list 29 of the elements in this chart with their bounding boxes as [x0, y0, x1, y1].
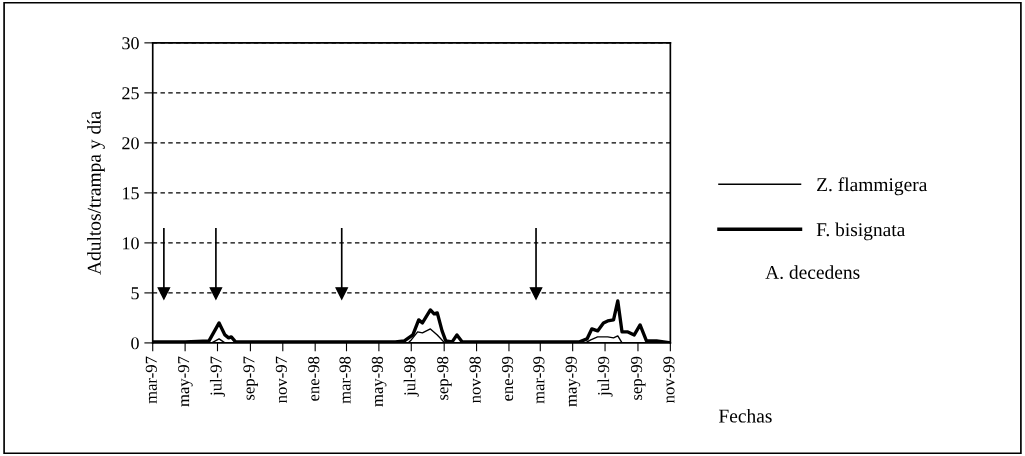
y-tick-label: 5: [131, 287, 139, 300]
x-axis-title: Fechas: [718, 408, 772, 423]
x-tick-label: sep-99: [630, 356, 646, 400]
text: A. decedens: [765, 265, 860, 280]
x-tick-label: ene-99: [501, 356, 514, 401]
y-tick-label: 10: [123, 237, 139, 250]
legend-label: F. bisignata: [816, 222, 906, 241]
x-tick-label: may-97: [178, 356, 193, 407]
x-tick-label: mar-97: [145, 356, 157, 404]
x-tick-label: nov-98: [469, 356, 481, 403]
x-tick-label: jul-98: [403, 356, 419, 397]
y-tick-label: 0: [131, 337, 139, 350]
x-tick-label: nov-99: [663, 356, 675, 403]
x-tick-label: may-99: [565, 356, 581, 407]
x-tick-label: sep-97: [243, 356, 258, 400]
x-tick-label: may-98: [371, 356, 387, 407]
x-tick-label: mar-98: [339, 356, 351, 404]
y-tick-label: 25: [122, 87, 139, 100]
x-tick-label: nov-97: [275, 356, 287, 403]
x-tick-label: jul-99: [597, 356, 613, 397]
x-tick-label: ene-98: [308, 356, 320, 401]
y-tick-label: 30: [122, 37, 139, 50]
x-tick-label: sep-98: [437, 356, 452, 400]
legend-label: Z. flammigera: [817, 177, 928, 196]
x-tick-label: jul-97: [209, 356, 226, 397]
x-tick-label: mar-99: [533, 356, 545, 404]
y-axis-title: Adultos/trampa y día: [87, 111, 105, 275]
y-tick-label: 15: [123, 187, 139, 200]
y-tick-label: 20: [122, 137, 139, 150]
